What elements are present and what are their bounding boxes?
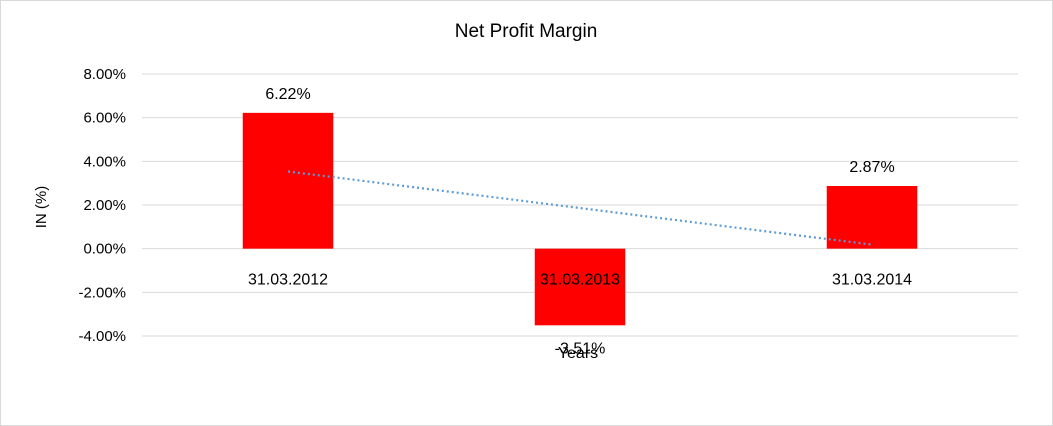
data-labels: 6.22% -3.51% 2.87% [265, 86, 894, 357]
y-tick-label: 8.00% [83, 66, 126, 83]
bar [534, 248, 626, 326]
x-tick-label: 31.03.2013 [540, 272, 620, 289]
y-tick-label: 2.00% [83, 197, 126, 214]
y-tick-label: -4.00% [78, 328, 126, 345]
data-label: -3.51% [555, 340, 606, 357]
data-label: 6.22% [265, 86, 310, 103]
y-tick-label: 0.00% [83, 241, 126, 258]
data-label: 2.87% [849, 159, 894, 176]
y-tick-label: 6.00% [83, 110, 126, 127]
x-tick-label: 31.03.2012 [248, 272, 328, 289]
bar [826, 186, 918, 249]
bars [242, 112, 918, 326]
x-tick-label: 31.03.2014 [832, 272, 912, 289]
trendline-group [287, 170, 873, 246]
x-tick-labels: 31.03.2012 31.03.2013 31.03.2014 [248, 272, 912, 289]
chart-title: Net Profit Margin [455, 21, 598, 42]
bar [242, 112, 334, 249]
y-tick-labels: 8.00% 6.00% 4.00% 2.00% 0.00% -2.00% -4.00% [78, 66, 126, 345]
trendline [287, 170, 873, 246]
y-tick-label: -2.00% [78, 284, 126, 301]
y-tick-label: 4.00% [83, 153, 126, 170]
x-axis-label: Years [558, 345, 598, 362]
y-axis-label: IN (%) [33, 186, 50, 229]
